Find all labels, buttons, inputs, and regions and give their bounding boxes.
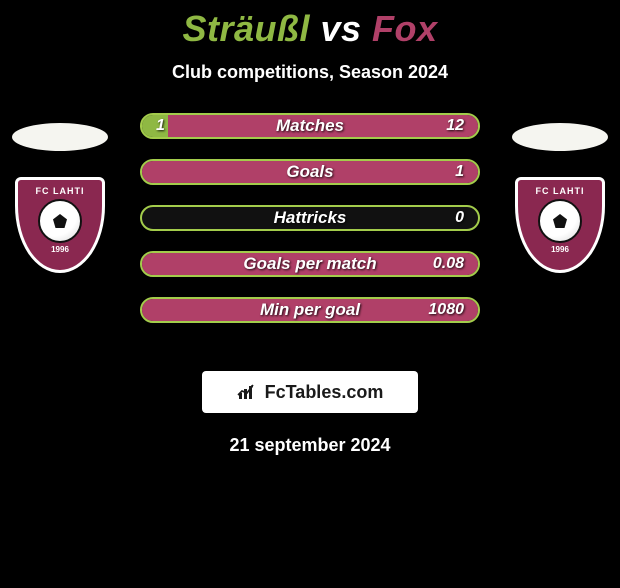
stat-bar: 112Matches	[140, 113, 480, 139]
comparison-title: Sträußl vs Fox	[0, 8, 620, 50]
club-name-left: FC LAHTI	[36, 186, 85, 196]
club-year-right: 1996	[551, 245, 569, 254]
club-name-right: FC LAHTI	[536, 186, 585, 196]
club-year-left: 1996	[51, 245, 69, 254]
player-right-badge: FC LAHTI 1996	[515, 177, 605, 273]
bar-label: Hattricks	[142, 208, 478, 228]
stat-bar: 0Hattricks	[140, 205, 480, 231]
club-shield-left: FC LAHTI 1996	[15, 177, 105, 273]
stats-area: FC LAHTI 1996 112Matches 1Goals 0Hattricks…	[0, 113, 620, 343]
stat-bar: 1Goals	[140, 159, 480, 185]
player-left-badge: FC LAHTI 1996	[15, 177, 105, 273]
club-shield-right: FC LAHTI 1996	[515, 177, 605, 273]
stat-bars: 112Matches 1Goals 0Hattricks 0.08Goals per …	[140, 113, 480, 323]
bar-label: Goals per match	[142, 254, 478, 274]
player-left-column: FC LAHTI 1996	[10, 113, 110, 273]
soccer-ball-icon	[38, 199, 82, 243]
fctables-logo[interactable]: FcTables.com	[202, 371, 418, 413]
date-text: 21 september 2024	[0, 435, 620, 456]
bar-label: Min per goal	[142, 300, 478, 320]
bar-label: Matches	[142, 116, 478, 136]
chart-icon	[237, 383, 259, 401]
title-left-name: Sträußl	[182, 8, 310, 49]
bar-label: Goals	[142, 162, 478, 182]
stat-bar: 1080Min per goal	[140, 297, 480, 323]
soccer-ball-icon	[538, 199, 582, 243]
stat-bar: 0.08Goals per match	[140, 251, 480, 277]
player-left-oval	[12, 123, 108, 151]
player-right-column: FC LAHTI 1996	[510, 113, 610, 273]
player-right-oval	[512, 123, 608, 151]
subtitle: Club competitions, Season 2024	[0, 62, 620, 83]
title-right-name: Fox	[372, 8, 438, 49]
title-vs: vs	[320, 8, 361, 49]
logo-text: FcTables.com	[265, 382, 384, 403]
